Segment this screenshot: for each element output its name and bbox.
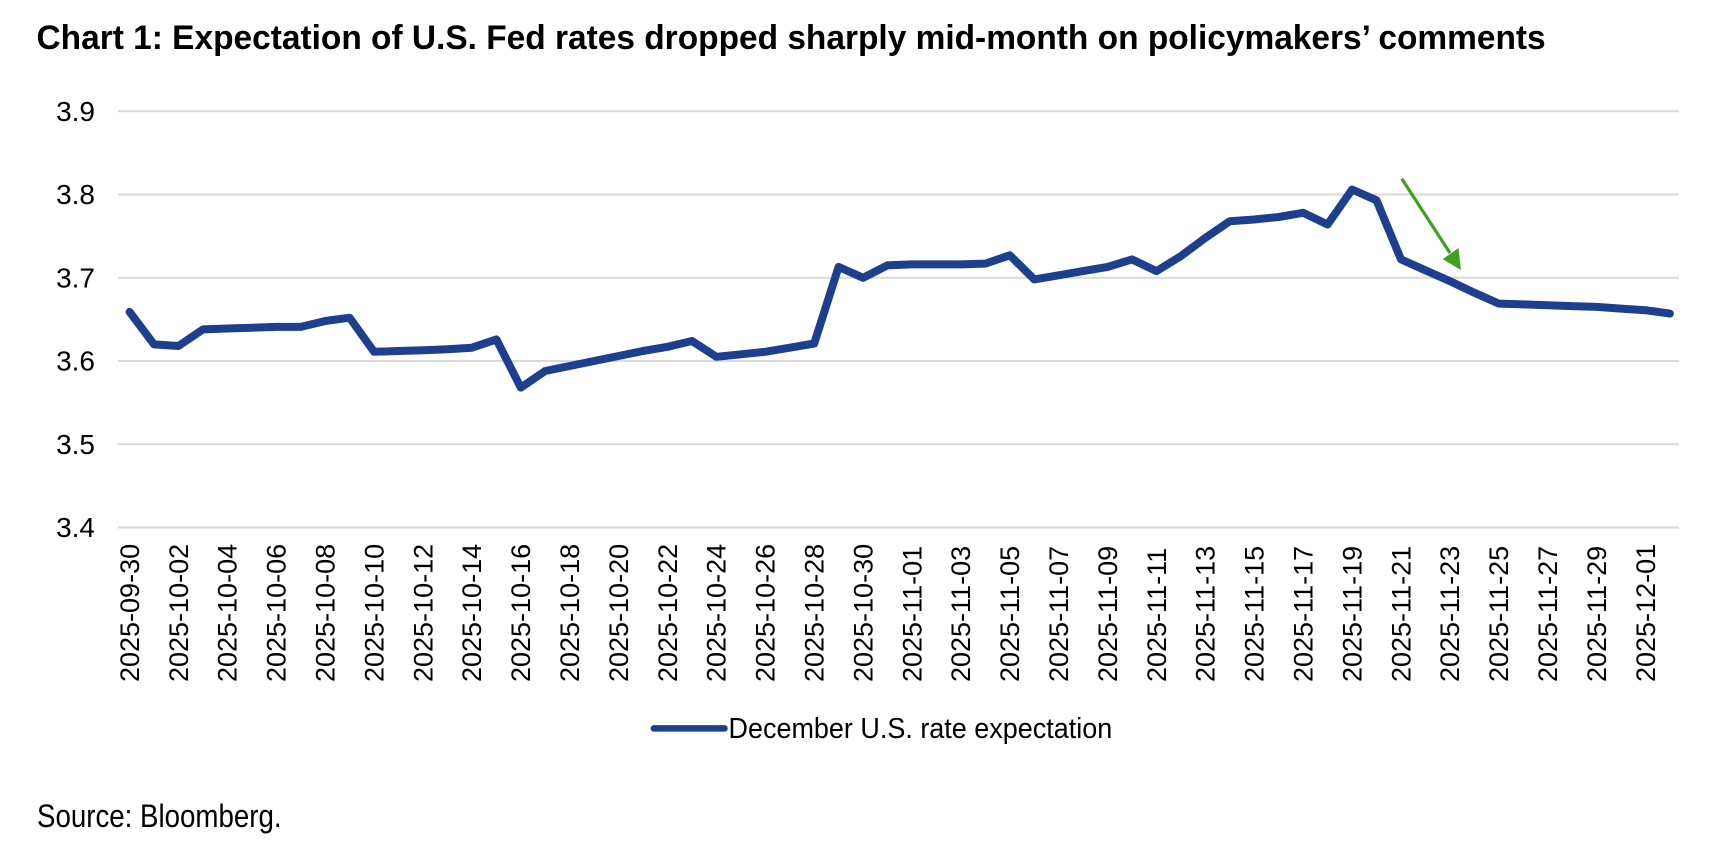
svg-text:2025-11-21: 2025-11-21 xyxy=(1386,546,1416,682)
svg-text:2025-09-30: 2025-09-30 xyxy=(115,544,145,682)
svg-text:2025-11-09: 2025-11-09 xyxy=(1093,546,1123,682)
svg-text:2025-11-29: 2025-11-29 xyxy=(1582,546,1612,682)
svg-text:2025-10-20: 2025-10-20 xyxy=(604,544,634,682)
svg-text:2025-10-02: 2025-10-02 xyxy=(164,544,194,682)
svg-text:2025-10-08: 2025-10-08 xyxy=(311,544,341,682)
svg-text:3.9: 3.9 xyxy=(56,96,95,127)
svg-text:2025-11-03: 2025-11-03 xyxy=(946,546,976,682)
svg-text:2025-11-01: 2025-11-01 xyxy=(897,546,927,682)
svg-text:2025-11-27: 2025-11-27 xyxy=(1533,546,1563,682)
svg-text:Chart 1: Expectation of U.S. F: Chart 1: Expectation of U.S. Fed rates d… xyxy=(37,19,1546,58)
svg-text:2025-10-16: 2025-10-16 xyxy=(506,544,536,682)
svg-text:Source: Bloomberg.: Source: Bloomberg. xyxy=(37,799,282,834)
svg-text:2025-11-15: 2025-11-15 xyxy=(1240,546,1270,682)
svg-text:2025-11-25: 2025-11-25 xyxy=(1484,546,1514,682)
svg-text:2025-10-14: 2025-10-14 xyxy=(457,544,487,682)
svg-text:2025-11-05: 2025-11-05 xyxy=(995,546,1025,682)
svg-text:3.5: 3.5 xyxy=(56,429,95,460)
svg-text:2025-10-30: 2025-10-30 xyxy=(848,544,878,682)
svg-text:2025-10-26: 2025-10-26 xyxy=(751,544,781,682)
svg-text:2025-12-01: 2025-12-01 xyxy=(1631,544,1661,682)
svg-text:2025-10-18: 2025-10-18 xyxy=(555,544,585,682)
svg-text:2025-11-17: 2025-11-17 xyxy=(1289,546,1319,682)
svg-text:3.8: 3.8 xyxy=(56,179,95,210)
svg-text:2025-10-12: 2025-10-12 xyxy=(408,544,438,682)
svg-text:2025-11-13: 2025-11-13 xyxy=(1191,546,1221,682)
svg-text:2025-10-10: 2025-10-10 xyxy=(359,544,389,682)
svg-text:2025-11-11: 2025-11-11 xyxy=(1142,548,1172,682)
svg-text:2025-11-23: 2025-11-23 xyxy=(1435,546,1465,682)
svg-text:December U.S. rate expectation: December U.S. rate expectation xyxy=(729,712,1113,744)
svg-text:3.6: 3.6 xyxy=(56,346,95,377)
svg-text:2025-10-28: 2025-10-28 xyxy=(800,544,830,682)
svg-text:2025-11-07: 2025-11-07 xyxy=(1044,546,1074,682)
svg-text:3.4: 3.4 xyxy=(56,512,95,543)
svg-text:2025-10-24: 2025-10-24 xyxy=(702,544,732,682)
svg-text:2025-10-04: 2025-10-04 xyxy=(213,544,243,682)
svg-text:2025-10-22: 2025-10-22 xyxy=(653,544,683,682)
svg-text:3.7: 3.7 xyxy=(56,262,95,293)
svg-text:2025-11-19: 2025-11-19 xyxy=(1337,546,1367,682)
svg-text:2025-10-06: 2025-10-06 xyxy=(262,544,292,682)
